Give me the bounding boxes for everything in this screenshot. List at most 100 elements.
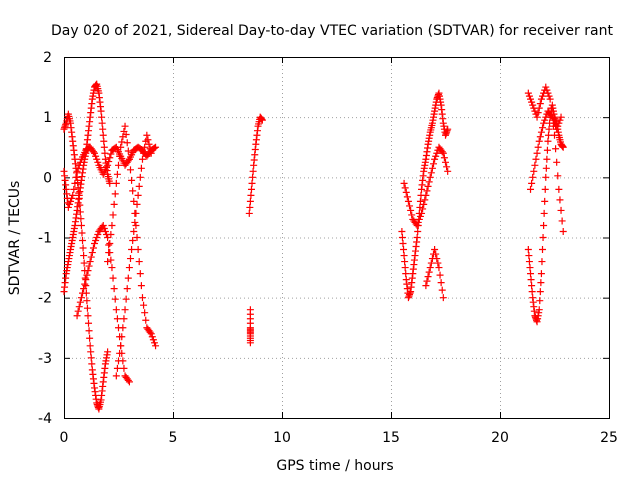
data-point [93, 234, 101, 241]
data-point [112, 179, 120, 187]
data-point [135, 182, 143, 190]
data-point [524, 246, 532, 254]
data-point [97, 107, 105, 115]
data-point [539, 234, 547, 241]
data-point [86, 258, 94, 266]
data-point [426, 264, 434, 272]
data-point [132, 221, 140, 229]
data-point [126, 166, 134, 174]
data-point [545, 131, 553, 139]
data-point [92, 237, 100, 245]
data-point [248, 179, 256, 187]
data-point [76, 158, 84, 166]
data-point [100, 143, 108, 151]
data-point [554, 172, 562, 180]
data-point [125, 155, 133, 163]
data-point [546, 95, 554, 103]
data-point [535, 104, 543, 112]
data-point [247, 191, 255, 199]
data-point [544, 89, 552, 97]
data-point [111, 295, 119, 303]
data-point [556, 196, 564, 204]
data-point [81, 280, 89, 288]
data-point [527, 185, 535, 193]
data-point [85, 262, 93, 270]
data-point [548, 113, 556, 121]
data-point [547, 112, 555, 120]
data-point [559, 227, 567, 235]
data-point [539, 92, 547, 100]
data-point [87, 354, 95, 362]
data-point [79, 244, 87, 252]
data-point [148, 333, 156, 341]
data-point [116, 349, 124, 357]
data-point [87, 253, 95, 261]
data-point [92, 152, 100, 160]
data-point [423, 277, 431, 285]
data-point [400, 252, 408, 260]
data-point [555, 119, 563, 127]
data-point [433, 149, 441, 157]
data-point [117, 342, 125, 350]
data-point [423, 187, 431, 195]
data-point [534, 143, 542, 151]
data-point [407, 206, 415, 214]
data-point [75, 161, 83, 169]
data-point [84, 312, 92, 320]
data-point [535, 137, 543, 145]
data-point [141, 143, 149, 151]
data-point [534, 109, 542, 117]
data-point [398, 234, 406, 241]
data-point [528, 179, 536, 187]
data-point [69, 191, 77, 199]
data-point [439, 149, 447, 157]
data-point [540, 119, 548, 127]
data-point [112, 372, 120, 380]
data-point [549, 116, 557, 124]
data-point [124, 157, 132, 165]
data-point [71, 179, 79, 187]
data-point [552, 145, 560, 153]
data-point [144, 136, 152, 144]
data-point [120, 364, 128, 372]
data-point [83, 304, 91, 312]
data-point [528, 282, 536, 290]
x-axis-label: GPS time / hours [276, 458, 393, 474]
data-point [109, 274, 117, 282]
data-point [424, 273, 432, 281]
data-point [401, 184, 409, 192]
data-point [107, 256, 115, 264]
data-point [419, 205, 427, 213]
data-point [435, 264, 443, 272]
data-point [525, 92, 533, 100]
data-point [531, 107, 539, 115]
data-point [531, 161, 539, 169]
data-point [77, 221, 85, 229]
data-point [528, 98, 536, 106]
data-point [104, 258, 112, 266]
data-point [123, 285, 131, 293]
x-tick-label: 20 [491, 430, 509, 446]
data-point [112, 306, 120, 314]
data-point [437, 279, 445, 287]
data-point [538, 258, 546, 266]
data-point [104, 161, 112, 169]
y-tick-label: -2 [38, 291, 52, 307]
data-point [246, 203, 254, 211]
data-point [406, 202, 414, 210]
data-point [532, 155, 540, 163]
data-point [132, 209, 140, 217]
data-point [118, 138, 126, 146]
data-point [414, 218, 422, 226]
data-point [111, 190, 119, 198]
data-point [527, 276, 535, 284]
data-point [439, 294, 447, 302]
data-point [246, 197, 254, 205]
y-tick-label: -1 [38, 231, 52, 247]
data-point [418, 209, 426, 217]
y-tick-label: -3 [38, 351, 52, 367]
data-point [101, 227, 109, 235]
data-point [124, 147, 132, 155]
data-point [131, 218, 139, 226]
data-point [424, 182, 432, 190]
